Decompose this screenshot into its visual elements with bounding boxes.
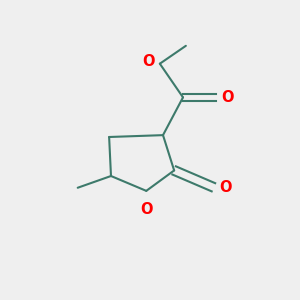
- Text: O: O: [142, 54, 154, 69]
- Text: O: O: [140, 202, 152, 217]
- Text: O: O: [222, 90, 234, 105]
- Text: O: O: [219, 180, 232, 195]
